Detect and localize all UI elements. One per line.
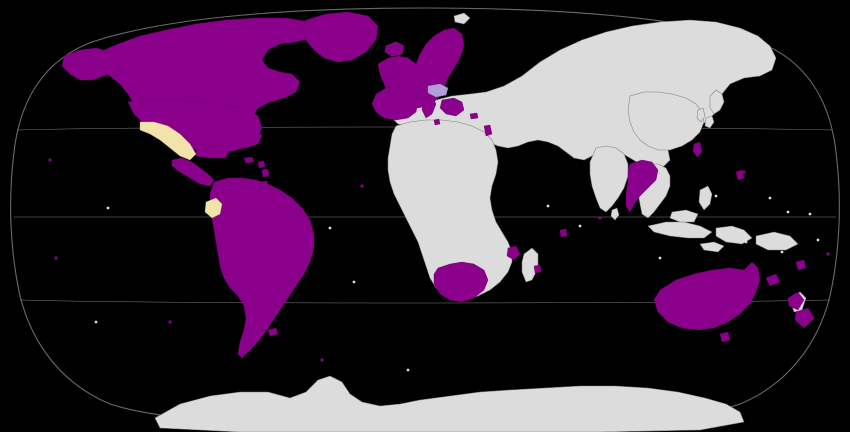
region-greece-balkans <box>439 97 465 117</box>
region-tasmania <box>719 331 731 343</box>
region-falklands <box>267 327 279 337</box>
region-fiji <box>795 259 807 271</box>
region-iberia-france <box>371 85 419 121</box>
region-austria-czechia <box>427 83 449 98</box>
region-australia <box>653 261 761 331</box>
region-malta <box>433 118 441 126</box>
region-new-caledonia <box>765 273 781 287</box>
region-italy <box>421 95 437 119</box>
region-israel <box>483 124 493 137</box>
region-mozambique <box>506 245 521 261</box>
region-mauritius <box>559 228 568 238</box>
highlighted-regions-partial <box>139 121 223 219</box>
region-cuba <box>195 147 229 159</box>
region-south-america <box>209 177 315 359</box>
region-new-zealand-south <box>794 307 815 329</box>
island-dots <box>48 158 830 372</box>
region-ecuador <box>204 197 223 219</box>
region-south-africa <box>433 261 489 303</box>
region-new-zealand-north <box>787 291 805 311</box>
region-mexico <box>139 121 197 161</box>
region-puerto-rico <box>243 156 255 164</box>
region-iceland <box>384 41 405 57</box>
region-taiwan <box>692 141 703 158</box>
region-alaska <box>61 47 119 81</box>
region-greenland <box>301 11 379 63</box>
highlighted-regions-pending <box>427 83 449 98</box>
region-indochina <box>625 159 659 213</box>
region-uk-ireland <box>381 61 401 81</box>
region-reunion <box>533 264 542 274</box>
region-cyprus <box>469 112 479 120</box>
region-central-america <box>171 157 215 187</box>
region-guam <box>735 169 745 181</box>
region-lesser-antilles-1 <box>257 160 266 169</box>
region-lesser-antilles-2 <box>261 168 270 178</box>
